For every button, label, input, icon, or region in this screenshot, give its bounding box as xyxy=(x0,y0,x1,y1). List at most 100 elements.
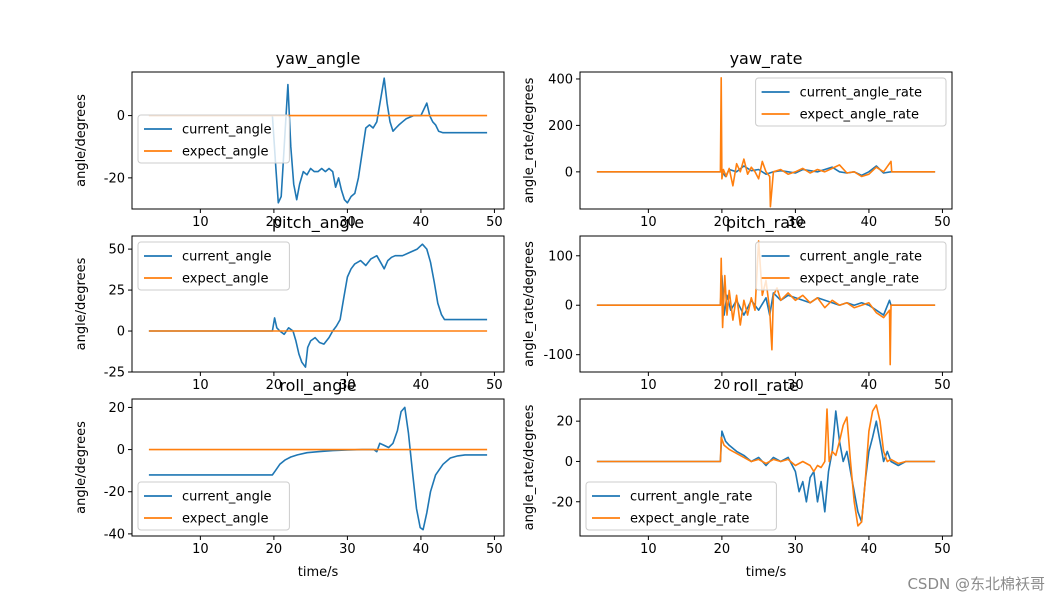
legend: current_angle expect_angle xyxy=(137,241,290,291)
subplot-roll_rate: 10 20 30 40 50 20 0 -20 roll_rate angle_rate/degr… xyxy=(522,376,953,580)
legend-label-current_angle_rate: current_angle_rate xyxy=(800,86,922,101)
x-tick-label: 50 xyxy=(486,215,503,230)
x-tick-label: 30 xyxy=(339,378,356,393)
x-axis-label: time/s xyxy=(298,565,339,580)
x-tick-label: 20 xyxy=(714,215,731,230)
y-tick-label: 200 xyxy=(548,119,573,134)
subplot-title: pitch_angle xyxy=(272,213,364,233)
legend-label-expect_angle_rate: expect_angle_rate xyxy=(800,108,919,123)
y-tick-label: -20 xyxy=(104,485,125,500)
series-line-current_angle xyxy=(148,243,488,368)
y-tick-label: -100 xyxy=(543,348,573,363)
x-tick-label: 10 xyxy=(192,215,209,230)
axes-frame xyxy=(131,235,505,373)
legend: current_angle_rate expect_angle_rate xyxy=(755,77,947,127)
y-tick-label: 20 xyxy=(556,415,573,430)
y-tick-label: 0 xyxy=(117,443,125,458)
y-axis-label: angle_rate/degrees xyxy=(522,404,537,530)
series-line-current_angle_rate xyxy=(596,165,936,178)
axes-frame xyxy=(131,398,505,537)
y-tick-label: 25 xyxy=(108,284,125,299)
series-line-expect_angle_rate xyxy=(596,240,936,366)
x-tick-label: 40 xyxy=(413,542,430,557)
subplot-pitch_angle: 10 20 30 40 50 50 25 0 -25 pitch_angle angle/degre… xyxy=(74,213,505,393)
x-tick-label: 50 xyxy=(934,378,951,393)
y-tick-label: 100 xyxy=(548,249,573,264)
x-tick-label: 20 xyxy=(266,378,283,393)
y-tick-label: 0 xyxy=(117,325,125,340)
subplot-yaw_rate: 10 20 30 40 50 400 200 0 yaw_rate angle_rate/degr… xyxy=(522,49,953,230)
legend: current_angle_rate expect_angle_rate xyxy=(755,241,947,291)
legend-box xyxy=(137,241,290,291)
axes-frame xyxy=(579,398,953,537)
x-tick-label: 10 xyxy=(640,378,657,393)
x-tick-label: 30 xyxy=(339,215,356,230)
x-tick-label: 10 xyxy=(640,542,657,557)
y-tick-label: 0 xyxy=(565,165,573,180)
watermark: CSDN @东北棉袄哥 xyxy=(907,575,1045,593)
series-line-expect_angle_rate xyxy=(596,77,936,208)
axes-frame xyxy=(579,235,953,373)
y-tick-label: -20 xyxy=(104,171,125,186)
x-tick-label: 20 xyxy=(266,215,283,230)
legend: current_angle expect_angle xyxy=(137,114,290,164)
series-line-expect_angle_rate xyxy=(596,404,936,527)
legend-label-current_angle: current_angle xyxy=(182,250,271,265)
legend: current_angle expect_angle xyxy=(137,481,290,531)
x-tick-label: 10 xyxy=(640,215,657,230)
y-tick-label: 0 xyxy=(117,109,125,124)
y-tick-label: -25 xyxy=(104,366,125,381)
subplot-title: yaw_rate xyxy=(730,49,803,69)
subplot-title: roll_rate xyxy=(733,376,798,396)
x-tick-label: 30 xyxy=(787,215,804,230)
legend-label-current_angle: current_angle xyxy=(182,490,271,505)
x-axis-label: time/s xyxy=(746,565,787,580)
x-tick-label: 30 xyxy=(787,542,804,557)
legend-box xyxy=(755,241,947,291)
axes-frame xyxy=(131,71,505,210)
x-tick-label: 10 xyxy=(192,378,209,393)
y-axis-label: angle/degrees xyxy=(74,94,89,187)
subplot-title: yaw_angle xyxy=(276,49,361,69)
legend-box xyxy=(585,481,777,531)
y-tick-label: -20 xyxy=(552,495,573,510)
legend-label-current_angle: current_angle xyxy=(182,123,271,138)
legend-label-current_angle_rate: current_angle_rate xyxy=(800,250,922,265)
y-tick-label: 20 xyxy=(108,401,125,416)
axes-frame xyxy=(579,71,953,210)
legend-label-expect_angle: expect_angle xyxy=(182,145,269,160)
x-tick-label: 50 xyxy=(486,378,503,393)
subplot-yaw_angle: 10 20 30 40 50 0 -20 yaw_angle angle/degrees curr… xyxy=(74,49,505,230)
x-tick-label: 20 xyxy=(714,542,731,557)
y-tick-label: 400 xyxy=(548,72,573,87)
subplot-roll_angle: 10 20 30 40 50 20 0 -20 -40 roll_angle angle/degre… xyxy=(74,376,505,580)
series-line-current_angle_rate xyxy=(596,274,936,316)
x-tick-label: 40 xyxy=(861,215,878,230)
y-tick-label: -40 xyxy=(104,527,125,542)
legend-label-expect_angle_rate: expect_angle_rate xyxy=(800,272,919,287)
subplot-title: roll_angle xyxy=(279,376,356,396)
x-tick-label: 30 xyxy=(787,378,804,393)
legend-label-expect_angle: expect_angle xyxy=(182,272,269,287)
legend-label-expect_angle: expect_angle xyxy=(182,512,269,527)
x-tick-label: 10 xyxy=(192,542,209,557)
x-tick-label: 20 xyxy=(266,542,283,557)
y-axis-label: angle_rate/degrees xyxy=(522,241,537,367)
x-tick-label: 40 xyxy=(861,378,878,393)
legend-box xyxy=(137,114,290,164)
legend-box xyxy=(755,77,947,127)
y-tick-label: 0 xyxy=(565,299,573,314)
x-tick-label: 40 xyxy=(861,542,878,557)
x-tick-label: 50 xyxy=(934,542,951,557)
y-axis-label: angle/degrees xyxy=(74,421,89,514)
x-tick-label: 50 xyxy=(934,215,951,230)
subplot-pitch_rate: 10 20 30 40 50 100 0 -100 pitch_rate angle_rate/d… xyxy=(522,213,953,393)
y-tick-label: 50 xyxy=(108,243,125,258)
legend-label-expect_angle_rate: expect_angle_rate xyxy=(630,512,749,527)
x-tick-label: 30 xyxy=(339,542,356,557)
y-axis-label: angle/degrees xyxy=(74,257,89,350)
x-tick-label: 40 xyxy=(413,378,430,393)
legend-label-current_angle_rate: current_angle_rate xyxy=(630,490,752,505)
series-line-current_angle xyxy=(148,406,488,531)
